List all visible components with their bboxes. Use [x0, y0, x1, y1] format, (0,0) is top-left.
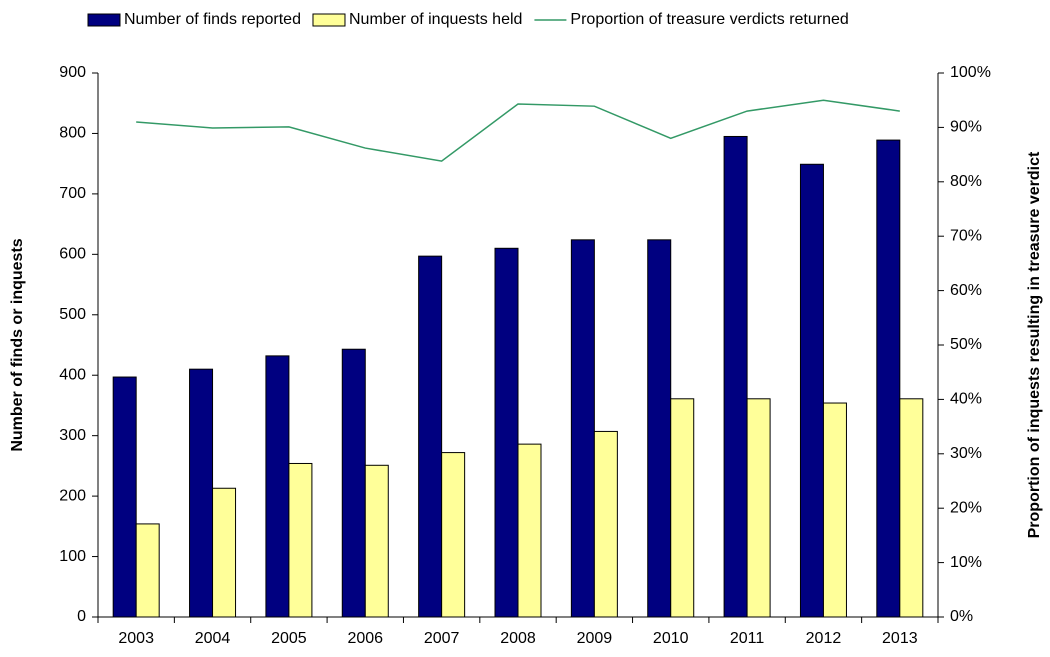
bar [876, 139, 901, 618]
y2-tick-label: 20% [950, 499, 982, 516]
bar [364, 464, 389, 618]
y-tick-label: 500 [59, 306, 86, 323]
bar [799, 163, 824, 618]
bar [899, 398, 924, 618]
x-tick-label: 2007 [424, 630, 460, 647]
y-tick-label: 200 [59, 487, 86, 504]
legend-swatch [312, 13, 346, 27]
y2-tick-label: 50% [950, 336, 982, 353]
y-tick-label: 800 [59, 125, 86, 142]
bar [288, 462, 313, 618]
y-tick-label: 300 [59, 427, 86, 444]
y2-tick-label: 90% [950, 119, 982, 136]
y2-tick-label: 10% [950, 554, 982, 571]
x-tick-label: 2010 [653, 630, 689, 647]
x-tick-label: 2005 [271, 630, 307, 647]
bar [723, 135, 748, 618]
y2-tick-label: 80% [950, 173, 982, 190]
x-tick-label: 2004 [195, 630, 231, 647]
bar [418, 255, 443, 618]
y2-tick-label: 30% [950, 445, 982, 462]
bar [189, 368, 214, 618]
x-tick-label: 2006 [347, 630, 383, 647]
legend-label: Number of finds reported [124, 11, 301, 28]
bar [341, 348, 366, 618]
y2-tick-label: 100% [950, 64, 991, 81]
y2-tick-label: 40% [950, 391, 982, 408]
y-tick-label: 600 [59, 246, 86, 263]
bar [822, 402, 847, 618]
line [136, 99, 900, 162]
x-tick-label: 2009 [577, 630, 613, 647]
bar [265, 355, 290, 618]
y2-tick-label: 70% [950, 227, 982, 244]
x-tick-label: 2011 [730, 630, 765, 647]
y2-tick-label: 0% [950, 608, 973, 625]
bar [647, 239, 672, 618]
bar [112, 376, 137, 618]
x-tick-label: 2013 [882, 630, 918, 647]
legend-label: Proportion of treasure verdicts returned [570, 11, 848, 28]
legend-label: Number of inquests held [349, 11, 522, 28]
bar [135, 523, 160, 618]
y2-tick-label: 60% [950, 282, 982, 299]
y-axis-title: Number of finds or inquests [9, 238, 26, 451]
bar [746, 398, 771, 618]
legend-swatch [87, 13, 121, 27]
bar [212, 487, 237, 618]
x-tick-label: 2008 [500, 630, 536, 647]
y-tick-label: 0 [77, 608, 86, 625]
x-tick-label: 2012 [806, 630, 842, 647]
y-tick-label: 700 [59, 185, 86, 202]
bar [593, 430, 618, 618]
y-tick-label: 400 [59, 366, 86, 383]
y2-axis-title: Proportion of inquests resulting in trea… [1026, 151, 1043, 538]
bar [517, 443, 542, 618]
bar [570, 239, 595, 618]
y-tick-label: 900 [59, 64, 86, 81]
bar [494, 247, 519, 618]
y-tick-label: 100 [59, 548, 86, 565]
bar [441, 452, 466, 618]
x-tick-label: 2003 [118, 630, 154, 647]
bar [670, 398, 695, 618]
